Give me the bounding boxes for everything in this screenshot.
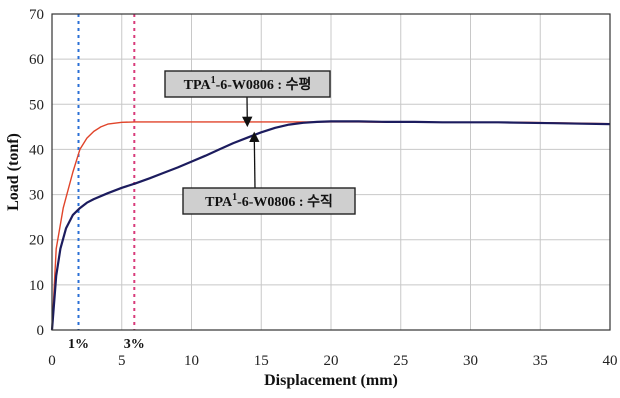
x-tick-label: 25 xyxy=(393,353,408,369)
series-lines xyxy=(50,120,611,331)
y-tick-label: 20 xyxy=(29,233,44,249)
x-tick-label: 20 xyxy=(324,353,339,369)
y-tick-label: 10 xyxy=(29,278,44,294)
y-tick-label: 0 xyxy=(37,323,45,339)
y-tick-label: 40 xyxy=(29,142,44,158)
y-axis-title: Load (tonf) xyxy=(5,133,22,211)
x-tick-label: 40 xyxy=(603,353,618,369)
callouts: TPA1-6-W0806 : 수평 TPA1-6-W0806 : 수직 xyxy=(164,70,356,215)
callout-arrow xyxy=(249,131,260,189)
reference-label: 3% xyxy=(124,337,145,352)
series-line xyxy=(50,120,611,331)
x-tick-label: 30 xyxy=(463,353,478,369)
y-tick-label: 50 xyxy=(29,97,44,113)
reference-label: 1% xyxy=(68,337,89,352)
x-tick-label: 10 xyxy=(184,353,199,369)
y-tick-label: 30 xyxy=(29,188,44,204)
x-tick-label: 5 xyxy=(118,353,126,369)
y-tick-label: 60 xyxy=(29,52,44,68)
x-tick-label: 15 xyxy=(254,353,269,369)
x-tick-label: 35 xyxy=(533,353,548,369)
callout-box xyxy=(182,187,356,215)
grid-lines xyxy=(52,14,610,330)
callout-box xyxy=(164,70,331,98)
x-tick-label: 0 xyxy=(48,353,56,369)
reference-lines: 1% 3% xyxy=(68,14,145,352)
y-tick-label: 70 xyxy=(29,7,44,23)
callout-label: TPA1-6-W0806 : 수직 xyxy=(205,192,333,210)
plot-frame xyxy=(51,13,611,331)
x-axis-title: Displacement (mm) xyxy=(264,372,398,389)
callout-label: TPA1-6-W0806 : 수평 xyxy=(184,75,312,93)
tick-labels: 0 5 10 15 20 25 30 35 40 0 10 20 30 40 50 60 70 xyxy=(29,7,618,369)
